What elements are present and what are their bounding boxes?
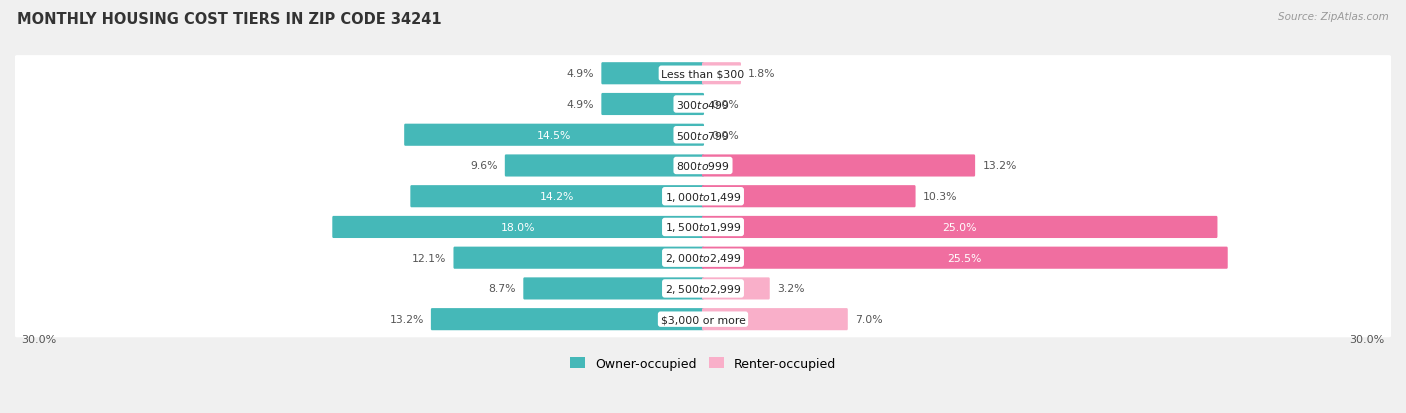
Text: 25.5%: 25.5%: [948, 253, 981, 263]
FancyBboxPatch shape: [702, 155, 976, 177]
Text: 14.5%: 14.5%: [537, 131, 571, 140]
Text: Less than $300: Less than $300: [661, 69, 745, 79]
Text: $3,000 or more: $3,000 or more: [661, 314, 745, 324]
Text: 30.0%: 30.0%: [21, 335, 56, 344]
Text: 7.0%: 7.0%: [855, 314, 883, 324]
Text: 0.0%: 0.0%: [711, 100, 740, 110]
FancyBboxPatch shape: [14, 87, 1392, 123]
FancyBboxPatch shape: [14, 56, 1392, 92]
FancyBboxPatch shape: [702, 247, 1227, 269]
Text: 30.0%: 30.0%: [1350, 335, 1385, 344]
Text: Source: ZipAtlas.com: Source: ZipAtlas.com: [1278, 12, 1389, 22]
Text: 0.0%: 0.0%: [711, 131, 740, 140]
Text: 9.6%: 9.6%: [470, 161, 498, 171]
Text: 3.2%: 3.2%: [778, 284, 804, 294]
Text: $2,000 to $2,499: $2,000 to $2,499: [665, 252, 741, 265]
FancyBboxPatch shape: [411, 186, 704, 208]
Text: 13.2%: 13.2%: [389, 314, 423, 324]
FancyBboxPatch shape: [702, 186, 915, 208]
Legend: Owner-occupied, Renter-occupied: Owner-occupied, Renter-occupied: [565, 352, 841, 375]
Text: 25.0%: 25.0%: [942, 223, 977, 233]
FancyBboxPatch shape: [14, 301, 1392, 337]
Text: 4.9%: 4.9%: [567, 100, 595, 110]
Text: $2,500 to $2,999: $2,500 to $2,999: [665, 282, 741, 295]
Text: $300 to $499: $300 to $499: [676, 99, 730, 111]
Text: 18.0%: 18.0%: [501, 223, 536, 233]
FancyBboxPatch shape: [430, 309, 704, 330]
FancyBboxPatch shape: [602, 94, 704, 116]
Text: $500 to $799: $500 to $799: [676, 129, 730, 141]
FancyBboxPatch shape: [14, 117, 1392, 154]
FancyBboxPatch shape: [14, 240, 1392, 276]
Text: 1.8%: 1.8%: [748, 69, 776, 79]
FancyBboxPatch shape: [14, 271, 1392, 307]
Text: $1,000 to $1,499: $1,000 to $1,499: [665, 190, 741, 203]
FancyBboxPatch shape: [14, 179, 1392, 215]
FancyBboxPatch shape: [404, 124, 704, 147]
Text: 8.7%: 8.7%: [489, 284, 516, 294]
Text: 14.2%: 14.2%: [540, 192, 575, 202]
FancyBboxPatch shape: [602, 63, 704, 85]
FancyBboxPatch shape: [14, 209, 1392, 245]
Text: $800 to $999: $800 to $999: [676, 160, 730, 172]
FancyBboxPatch shape: [702, 216, 1218, 238]
Text: 4.9%: 4.9%: [567, 69, 595, 79]
FancyBboxPatch shape: [702, 278, 769, 300]
FancyBboxPatch shape: [523, 278, 704, 300]
Text: 10.3%: 10.3%: [922, 192, 957, 202]
FancyBboxPatch shape: [332, 216, 704, 238]
Text: $1,500 to $1,999: $1,500 to $1,999: [665, 221, 741, 234]
Text: 12.1%: 12.1%: [412, 253, 446, 263]
Text: 13.2%: 13.2%: [983, 161, 1017, 171]
FancyBboxPatch shape: [454, 247, 704, 269]
FancyBboxPatch shape: [702, 309, 848, 330]
FancyBboxPatch shape: [14, 148, 1392, 184]
FancyBboxPatch shape: [702, 63, 741, 85]
FancyBboxPatch shape: [505, 155, 704, 177]
Text: MONTHLY HOUSING COST TIERS IN ZIP CODE 34241: MONTHLY HOUSING COST TIERS IN ZIP CODE 3…: [17, 12, 441, 27]
